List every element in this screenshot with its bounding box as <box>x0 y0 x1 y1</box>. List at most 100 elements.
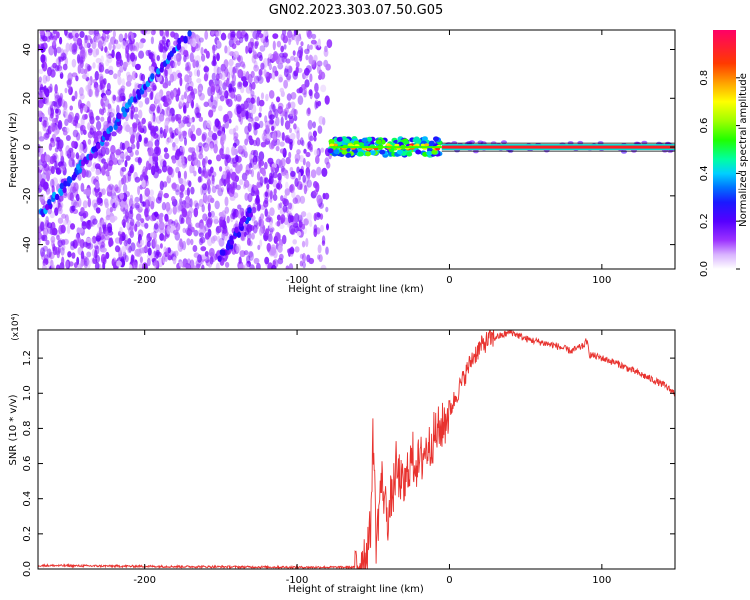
noise-blob <box>200 185 204 196</box>
noise-blob <box>124 32 128 40</box>
noise-blob <box>258 159 262 169</box>
noise-blob <box>42 54 47 65</box>
noise-blob <box>106 30 113 33</box>
noise-blob <box>255 155 260 162</box>
noise-blob <box>289 224 296 235</box>
noise-blob <box>304 67 310 76</box>
noise-blob <box>124 151 129 160</box>
noise-blob <box>190 32 197 40</box>
noise-blob <box>107 111 111 117</box>
noise-blob <box>203 66 210 73</box>
noise-blob <box>134 106 139 113</box>
noise-blob <box>89 115 95 125</box>
noise-blob <box>203 73 209 82</box>
noise-blob <box>303 85 307 93</box>
noise-blob <box>225 146 230 157</box>
noise-blob <box>288 184 294 193</box>
noise-blob <box>121 166 127 172</box>
noise-blob <box>150 129 157 137</box>
noise-blob <box>100 235 106 243</box>
noise-blob <box>230 31 236 38</box>
noise-blob <box>264 208 268 217</box>
noise-blob <box>292 197 298 204</box>
noise-blob <box>199 175 203 183</box>
noise-blob <box>256 181 261 189</box>
noise-blob <box>161 164 168 173</box>
noise-blob <box>258 151 265 161</box>
noise-blob <box>137 185 141 196</box>
noise-blob <box>93 30 99 37</box>
noise-blob <box>216 235 221 243</box>
noise-blob <box>241 30 246 36</box>
noise-blob <box>184 189 189 196</box>
noise-blob <box>309 219 313 228</box>
line-halo-point <box>469 140 475 145</box>
noise-blob <box>313 54 318 63</box>
noise-blob <box>120 85 126 91</box>
noise-blob <box>172 144 179 152</box>
noise-blob <box>132 200 137 209</box>
noise-blob <box>274 70 279 77</box>
noise-blob <box>259 45 266 52</box>
noise-blob <box>111 108 116 119</box>
noise-blob <box>38 68 44 75</box>
noise-blob <box>261 169 266 176</box>
noise-blob <box>259 227 263 236</box>
noise-blob <box>240 233 245 241</box>
noise-blob <box>321 235 326 245</box>
noise-blob <box>51 123 56 133</box>
noise-blob <box>164 152 170 160</box>
noise-blob <box>112 204 117 212</box>
noise-blob <box>268 53 273 60</box>
noise-blob <box>119 65 124 73</box>
noise-blob <box>278 55 285 65</box>
wobble-hot-point <box>329 143 335 147</box>
noise-blob <box>96 120 102 131</box>
noise-blob <box>164 181 168 187</box>
noise-blob <box>143 170 148 177</box>
noise-blob <box>274 108 279 118</box>
noise-blob <box>61 243 66 251</box>
noise-blob <box>264 177 269 184</box>
spectrogram-x-ticks: -200 -100 0 100 <box>133 30 611 286</box>
noise-blob <box>213 64 220 75</box>
noise-blob <box>306 179 312 188</box>
noise-blob <box>127 238 132 245</box>
noise-blob <box>254 40 259 47</box>
noise-blob <box>108 112 115 118</box>
noise-blob <box>108 159 114 167</box>
streak-point <box>150 73 155 80</box>
noise-blob <box>108 69 114 76</box>
noise-blob <box>324 95 330 105</box>
snr-point <box>380 481 381 482</box>
noise-blob <box>50 31 55 38</box>
main-line-core <box>441 145 675 149</box>
noise-blob <box>264 197 269 204</box>
noise-blob <box>310 169 317 179</box>
noise-blob <box>244 192 249 201</box>
noise-blob <box>258 68 263 77</box>
noise-blob <box>64 118 69 126</box>
noise-blob <box>86 251 92 258</box>
noise-blob <box>100 55 104 63</box>
noise-blob <box>121 219 127 227</box>
noise-blob <box>144 199 151 209</box>
noise-blob <box>230 91 236 99</box>
noise-blob <box>78 42 83 50</box>
noise-blob <box>58 68 64 74</box>
streak-point <box>59 182 64 190</box>
snr-point <box>617 363 618 364</box>
noise-blob <box>83 39 90 49</box>
noise-blob <box>165 138 170 145</box>
noise-blob <box>122 207 126 215</box>
noise-blob <box>256 75 262 81</box>
snr-point <box>632 370 633 371</box>
noise-blob <box>75 152 80 160</box>
noise-blob <box>119 226 123 235</box>
noise-blob <box>65 42 70 53</box>
noise-blob <box>164 123 169 134</box>
noise-blob <box>288 151 292 159</box>
noise-blob <box>198 142 203 148</box>
noise-blob <box>162 253 166 264</box>
noise-blob <box>198 87 203 94</box>
